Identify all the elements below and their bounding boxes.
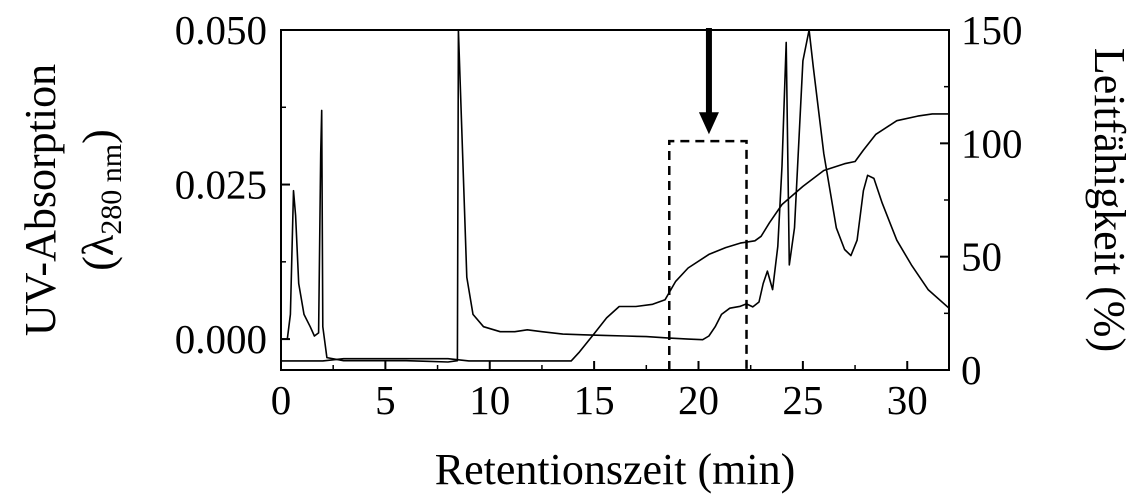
x-tick-label: 25 <box>782 377 823 423</box>
left-y-axis-subtitle: (λ280 nm) <box>74 129 128 271</box>
left-y-tick-label: 0.000 <box>175 316 267 362</box>
x-tick-label: 30 <box>887 377 928 423</box>
right-y-axis-ticks: 0 50 100 150 <box>940 7 1023 393</box>
x-tick-label: 20 <box>678 377 719 423</box>
arrow-head <box>698 112 719 135</box>
x-axis-title: Retentionszeit (min) <box>435 445 795 494</box>
x-tick-label: 5 <box>375 377 396 423</box>
x-tick-label: 10 <box>469 377 510 423</box>
right-y-tick-label: 150 <box>961 7 1023 53</box>
right-y-tick-label: 100 <box>961 120 1023 166</box>
x-tick-label: 15 <box>574 377 615 423</box>
annotation-layer <box>668 28 748 370</box>
left-y-axis-ticks: 0.000 0.025 0.050 <box>175 7 290 362</box>
fraction-dashed-box <box>668 139 748 370</box>
right-y-axis-title: Leitfähigkeit (%) <box>1085 48 1131 352</box>
left-y-axis-title: UV-Absorption <box>16 64 65 336</box>
plot-frame <box>280 29 950 371</box>
series-layer <box>281 30 949 363</box>
x-tick-label: 0 <box>271 377 292 423</box>
uv-absorption-series-line <box>281 30 949 363</box>
left-y-axis-subtitle-post: ) <box>74 129 123 144</box>
x-axis-ticks: 0 5 10 15 20 25 30 <box>271 361 928 423</box>
left-y-tick-label: 0.050 <box>175 7 267 53</box>
right-y-tick-label: 50 <box>961 234 1002 280</box>
left-y-axis-subtitle-pre: (λ <box>74 234 123 271</box>
right-y-tick-label: 0 <box>961 347 982 393</box>
left-y-axis-subtitle-subscript: 280 nm <box>95 144 128 235</box>
conductivity-series-line <box>281 113 949 362</box>
left-y-tick-label: 0.025 <box>175 162 267 208</box>
